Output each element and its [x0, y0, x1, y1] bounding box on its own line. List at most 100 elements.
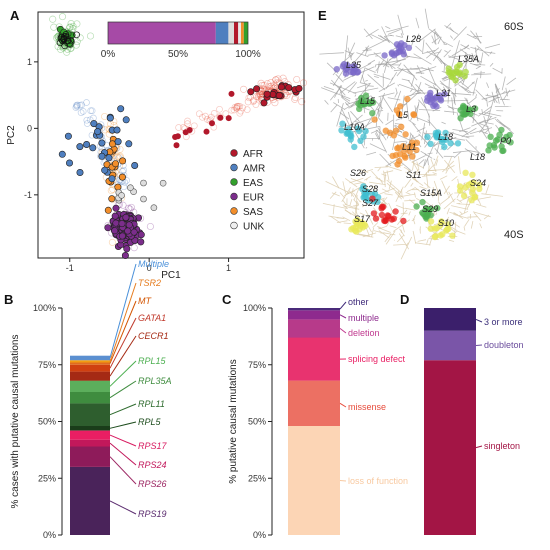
- rrna-strand: [433, 155, 439, 167]
- rrna-strand: [442, 100, 469, 102]
- rrna-strand: [501, 76, 506, 91]
- protein-atom: [462, 184, 469, 191]
- bar-segment: [288, 319, 340, 338]
- rrna-strand: [397, 67, 413, 76]
- rrna-strand: [321, 87, 351, 100]
- protein-atom: [453, 63, 461, 71]
- patient-sample-point: [98, 139, 106, 147]
- rrna-strand: [420, 28, 436, 41]
- rrna-strand: [344, 186, 361, 196]
- patient-sample-point: [112, 204, 120, 212]
- rrna-strand: [353, 114, 363, 123]
- reference-sample-point: [107, 186, 115, 195]
- rrna-strand: [392, 138, 396, 150]
- rrna-strand: [348, 42, 356, 57]
- rrna-strand: [422, 49, 436, 54]
- protein-atom: [392, 127, 400, 134]
- rrna-strand: [322, 203, 347, 209]
- protein-atom: [457, 115, 464, 122]
- protein-atom: [351, 62, 358, 70]
- reference-sample-point: [146, 222, 154, 231]
- patient-sample-point: [209, 120, 215, 127]
- protein-atom: [437, 232, 444, 239]
- rrna-strand: [365, 67, 376, 73]
- protein-atom: [378, 211, 386, 219]
- protein-atom: [371, 116, 378, 123]
- reference-sample-point: [265, 82, 273, 91]
- rrna-strand: [383, 232, 396, 236]
- rrna-strand: [354, 182, 362, 185]
- protein-label: L28: [406, 34, 421, 44]
- rrna-strand: [338, 86, 344, 98]
- rrna-strand: [421, 122, 426, 141]
- rrna-strand: [388, 180, 392, 190]
- rrna-strand: [446, 131, 454, 137]
- patient-sample-point: [62, 32, 70, 40]
- protein-atom: [442, 129, 449, 137]
- rrna-strand: [354, 118, 371, 125]
- rrna-strand: [452, 92, 456, 106]
- inset-segment-sas: [241, 22, 244, 44]
- protein-atom: [400, 51, 407, 58]
- bar-segment: [424, 360, 476, 535]
- protein-atom: [397, 103, 404, 110]
- reference-sample-point: [267, 79, 275, 87]
- rrna-strand: [386, 221, 390, 227]
- rrna-strand: [352, 204, 359, 207]
- rrna-strand: [463, 130, 469, 136]
- label-leader-line: [109, 360, 137, 387]
- rrna-strand: [427, 169, 437, 172]
- rrna-strand: [447, 218, 461, 228]
- rrna-strand: [470, 115, 485, 131]
- rrna-strand: [404, 207, 416, 211]
- segment-label: RPL15: [138, 356, 167, 366]
- protein-atom: [413, 203, 420, 210]
- rrna-strand: [418, 159, 425, 165]
- rrna-strand: [329, 215, 341, 224]
- rrna-strand: [426, 239, 429, 245]
- reference-sample-point: [253, 92, 261, 100]
- patient-sample-point: [89, 144, 97, 152]
- segment-label: RPS19: [138, 509, 167, 519]
- pca-points: [49, 13, 308, 260]
- x-tick-label: 0: [147, 263, 152, 273]
- reference-sample-point: [73, 20, 81, 28]
- y-axis-title: % cases with putative causal mutations: [10, 335, 21, 509]
- rrna-strand: [366, 151, 377, 156]
- rrna-strand: [478, 112, 493, 118]
- rrna-strand: [422, 159, 426, 169]
- rrna-strand: [370, 33, 385, 42]
- patient-sample-point: [125, 140, 133, 148]
- protein-atom: [357, 137, 364, 144]
- rrna-strand: [396, 234, 405, 243]
- patient-sample-point: [114, 138, 122, 146]
- protein-atom: [372, 215, 380, 222]
- rrna-strand: [412, 218, 416, 225]
- rrna-strand: [488, 96, 500, 103]
- patient-sample-point: [260, 99, 268, 107]
- protein-atom: [427, 89, 434, 97]
- rrna-strand: [385, 119, 394, 126]
- legend-label-amr: AMR: [243, 164, 265, 175]
- segment-label: Multiple: [138, 259, 169, 269]
- reference-sample-point: [203, 116, 211, 123]
- rrna-strand: [422, 39, 425, 54]
- rrna-strand: [379, 111, 381, 117]
- rrna-strand: [387, 97, 401, 101]
- patient-sample-point: [182, 129, 189, 136]
- rrna-strand: [329, 191, 337, 199]
- protein-atom: [469, 189, 476, 196]
- rrna-strand: [495, 119, 506, 128]
- rrna-strand: [446, 207, 450, 215]
- rrna-strand: [476, 203, 487, 208]
- rrna-strand: [365, 209, 374, 225]
- reference-sample-point: [274, 75, 282, 83]
- reference-sample-point: [272, 76, 280, 84]
- reference-sample-point: [88, 107, 96, 115]
- reference-sample-point: [190, 122, 198, 130]
- rrna-strand: [479, 223, 483, 229]
- rrna-strand: [389, 71, 398, 84]
- rrna-strand: [421, 67, 434, 72]
- reference-sample-point: [83, 120, 91, 127]
- reference-sample-point: [263, 80, 271, 88]
